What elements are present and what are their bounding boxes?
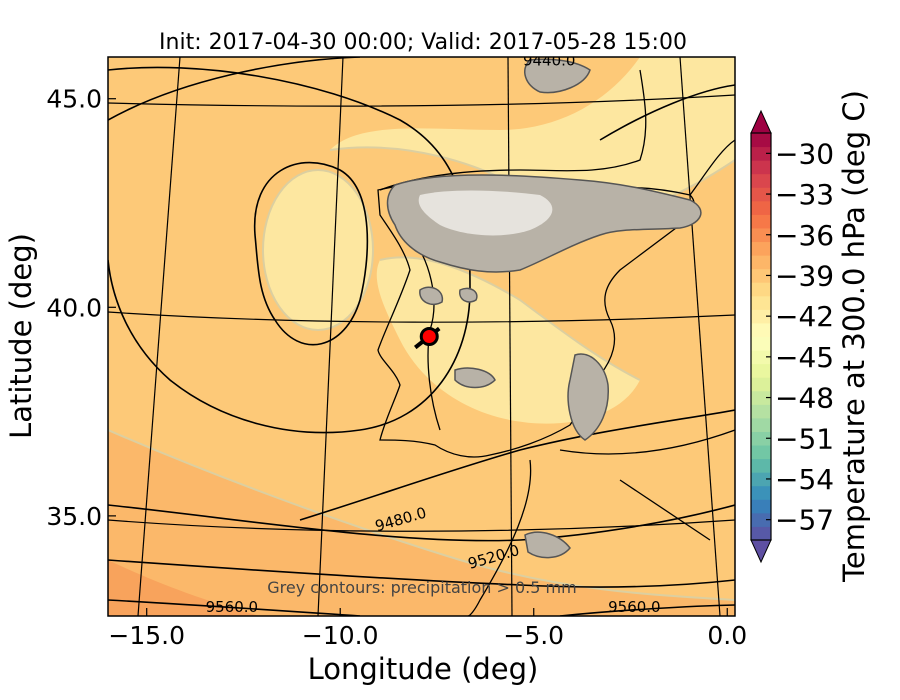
- colorbar-swatch: [751, 146, 771, 161]
- precipitation-note: Grey contours: precipitation > 0.5 mm: [267, 578, 576, 597]
- temperature-contours: [108, 146, 735, 601]
- chart-title: Init: 2017-04-30 00:00; Valid: 2017-05-2…: [159, 30, 687, 55]
- colorbar-swatch: [751, 282, 771, 297]
- graticule: [108, 57, 735, 616]
- colorbar-swatch: [751, 133, 771, 148]
- colorbar-swatch: [751, 227, 771, 243]
- colorbar-tick-label: −36: [775, 219, 834, 252]
- colorbar-swatch: [751, 173, 771, 188]
- x-axis: −15.0 −10.0 −5.0 0.0: [108, 608, 747, 650]
- y-axis-label: Latitude (deg): [4, 233, 38, 439]
- temperature-band-light: [330, 57, 735, 215]
- colorbar-label: Temperature at 300.0 hPa (deg C): [837, 90, 871, 583]
- contour-label: 9560.0: [608, 598, 661, 616]
- contour-label: 9440.0: [523, 51, 576, 69]
- temperature-band-light: [640, 57, 735, 140]
- y-axis: 35.0 40.0 45.0: [46, 85, 116, 531]
- colorbar-swatch: [751, 214, 771, 229]
- colorbar-swatch: [751, 241, 771, 256]
- colorbar-swatch: [751, 377, 771, 392]
- temperature-band-warm: [108, 430, 735, 616]
- colorbar-tick-label: −42: [775, 300, 834, 333]
- colorbar-swatch: [751, 336, 771, 351]
- precipitation-areas: [386, 58, 702, 559]
- colorbar-swatch: [751, 512, 771, 527]
- x-axis-label: Longitude (deg): [308, 652, 539, 686]
- site-marker: [419, 327, 439, 346]
- colorbar-extend-bottom: [750, 539, 772, 564]
- y-tick-label: 45.0: [46, 85, 102, 114]
- colorbar: −30 −33 −36 −39 −42 −45 −48 −51 −54 −57 …: [750, 90, 871, 583]
- x-tick-label: −5.0: [503, 621, 564, 650]
- colorbar-tick-label: −39: [775, 259, 834, 292]
- colorbar-swatch: [751, 417, 771, 432]
- colorbar-swatch: [751, 404, 771, 419]
- x-tick-label: −10.0: [302, 621, 379, 650]
- colorbar-frame: [750, 132, 772, 541]
- map-frame: [107, 56, 736, 617]
- colorbar-swatch: [751, 390, 771, 405]
- colorbar-swatch: [751, 255, 771, 270]
- colorbar-tick-label: −30: [775, 137, 834, 170]
- temperature-band-light: [263, 170, 373, 330]
- colorbar-tick-label: −45: [775, 341, 834, 374]
- colorbar-tick-label: −33: [775, 178, 834, 211]
- colorbar-tick-label: −54: [775, 463, 834, 496]
- y-tick-label: 35.0: [46, 502, 102, 531]
- colorbar-swatch: [751, 268, 771, 283]
- y-tick-label: 40.0: [46, 293, 102, 322]
- height-contours: [108, 57, 735, 616]
- colorbar-swatch: [751, 499, 771, 514]
- colorbar-extend-top: [750, 109, 772, 134]
- colorbar-tick-label: −51: [775, 422, 834, 455]
- colorbar-swatches: [751, 133, 771, 541]
- colorbar-swatch: [751, 458, 771, 473]
- x-tick-label: −15.0: [108, 621, 185, 650]
- colorbar-swatch: [751, 431, 771, 446]
- colorbar-swatch: [751, 526, 771, 541]
- colorbar-swatch: [751, 309, 771, 324]
- colorbar-swatch: [751, 295, 771, 310]
- x-tick-label: 0.0: [707, 621, 747, 650]
- colorbar-ticks: −30 −33 −36 −39 −42 −45 −48 −51 −54 −57: [766, 137, 834, 537]
- colorbar-tick-label: −48: [775, 382, 834, 415]
- colorbar-swatch: [751, 187, 771, 202]
- colorbar-swatch: [751, 322, 771, 337]
- colorbar-swatch: [751, 363, 771, 378]
- colorbar-tick-label: −57: [775, 504, 834, 537]
- colorbar-swatch: [751, 160, 771, 175]
- colorbar-swatch: [751, 485, 771, 500]
- colorbar-swatch: [751, 200, 771, 215]
- colorbar-swatch: [751, 445, 771, 460]
- contour-label: 9560.0: [206, 598, 259, 616]
- colorbar-swatch: [751, 350, 771, 365]
- colorbar-swatch: [751, 472, 771, 487]
- map-panel: 9440.0 9480.0 9520.0 9560.0 9560.0 Grey …: [108, 51, 735, 616]
